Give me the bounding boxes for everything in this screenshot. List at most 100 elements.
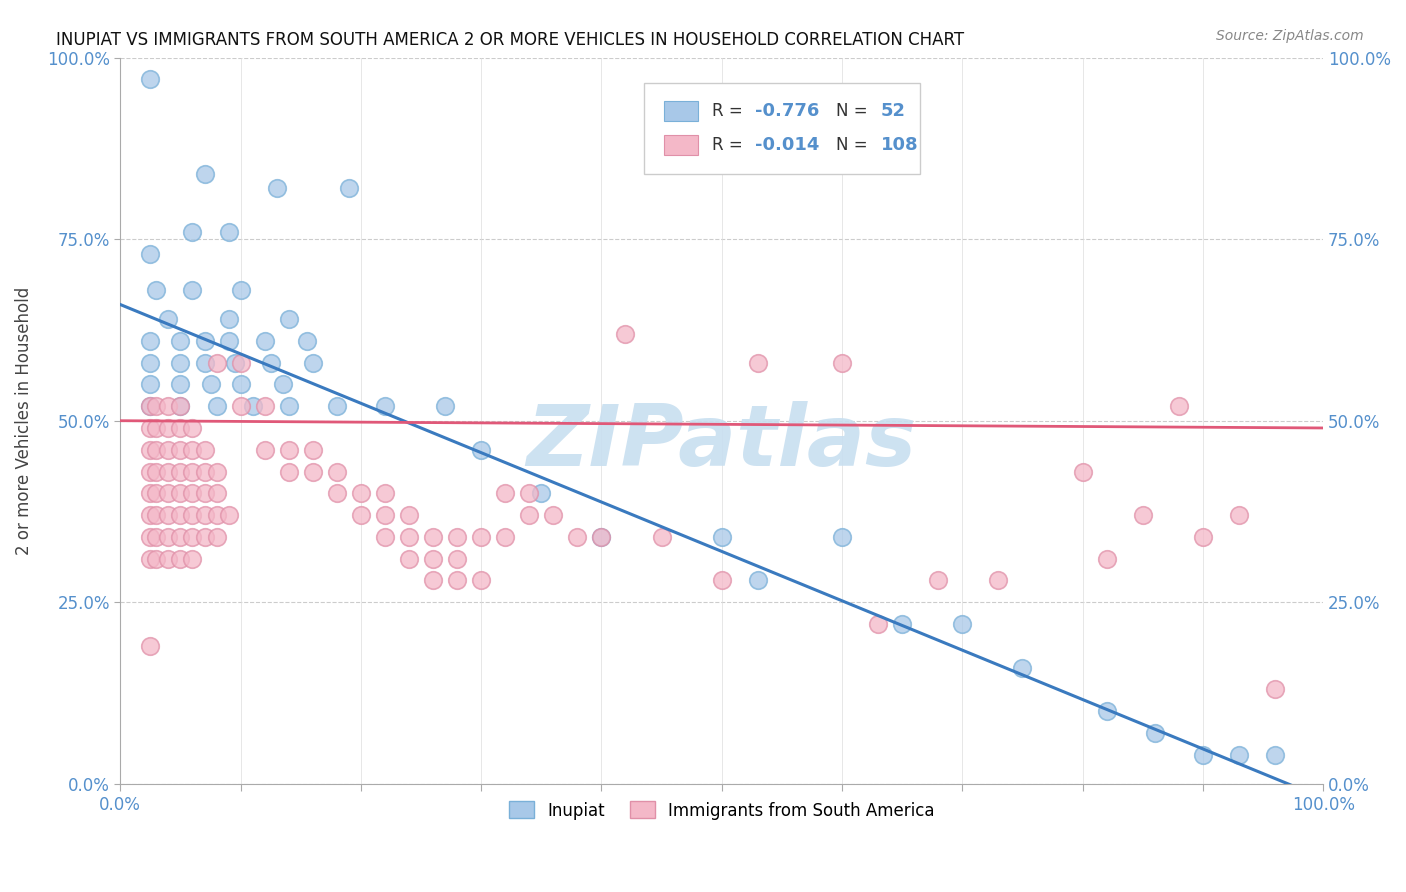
Point xyxy=(374,508,396,522)
Point xyxy=(193,442,215,457)
Point xyxy=(1143,726,1166,740)
Point xyxy=(1264,682,1286,697)
Point xyxy=(747,356,769,370)
Text: 52: 52 xyxy=(880,102,905,120)
Point xyxy=(218,312,240,326)
Point xyxy=(260,356,283,370)
Point xyxy=(747,574,769,588)
Point xyxy=(169,551,191,566)
Point xyxy=(157,486,180,500)
Point xyxy=(987,574,1010,588)
Point xyxy=(614,326,637,341)
Point xyxy=(868,617,890,632)
FancyBboxPatch shape xyxy=(644,83,920,174)
Point xyxy=(398,530,420,544)
Point xyxy=(301,465,323,479)
Point xyxy=(1095,551,1118,566)
Point xyxy=(398,551,420,566)
Point xyxy=(494,530,516,544)
Point xyxy=(517,508,540,522)
Point xyxy=(301,356,323,370)
Point xyxy=(295,334,318,348)
Point xyxy=(157,399,180,413)
Point xyxy=(1167,399,1189,413)
Point xyxy=(422,574,444,588)
Point xyxy=(374,399,396,413)
Point xyxy=(567,530,589,544)
Point xyxy=(145,465,167,479)
Point xyxy=(350,508,373,522)
Point xyxy=(517,486,540,500)
Point xyxy=(157,508,180,522)
Point xyxy=(169,356,191,370)
Point xyxy=(169,377,191,392)
Point xyxy=(139,377,162,392)
Point xyxy=(591,530,613,544)
Point xyxy=(494,486,516,500)
Point xyxy=(470,574,492,588)
Y-axis label: 2 or more Vehicles in Household: 2 or more Vehicles in Household xyxy=(15,286,32,555)
Point xyxy=(1011,660,1033,674)
Text: INUPIAT VS IMMIGRANTS FROM SOUTH AMERICA 2 OR MORE VEHICLES IN HOUSEHOLD CORRELA: INUPIAT VS IMMIGRANTS FROM SOUTH AMERICA… xyxy=(56,31,965,49)
Point xyxy=(139,399,162,413)
Point xyxy=(831,530,853,544)
Point xyxy=(205,486,228,500)
Point xyxy=(139,334,162,348)
Point xyxy=(242,399,264,413)
Point xyxy=(1227,508,1250,522)
Point xyxy=(422,530,444,544)
Point xyxy=(181,421,204,435)
Point xyxy=(1095,704,1118,718)
Point xyxy=(139,639,162,653)
Point xyxy=(1192,747,1215,762)
Point xyxy=(169,399,191,413)
Point xyxy=(530,486,553,500)
Point xyxy=(193,465,215,479)
Point xyxy=(169,421,191,435)
Point xyxy=(169,334,191,348)
Point xyxy=(205,508,228,522)
Point xyxy=(139,551,162,566)
Point xyxy=(193,530,215,544)
Point xyxy=(229,356,252,370)
Point xyxy=(145,486,167,500)
Point xyxy=(193,356,215,370)
Point xyxy=(710,530,733,544)
Point xyxy=(253,334,276,348)
Point xyxy=(831,356,853,370)
Point xyxy=(145,508,167,522)
Text: ZIPatlas: ZIPatlas xyxy=(527,401,917,484)
Point xyxy=(950,617,973,632)
Point xyxy=(145,530,167,544)
Point xyxy=(193,167,215,181)
Point xyxy=(218,225,240,239)
Point xyxy=(169,508,191,522)
Point xyxy=(169,530,191,544)
Point xyxy=(591,530,613,544)
Point xyxy=(181,283,204,297)
Point xyxy=(218,334,240,348)
Point xyxy=(277,442,299,457)
Point xyxy=(253,442,276,457)
Point xyxy=(145,551,167,566)
Point xyxy=(326,486,349,500)
Text: R =: R = xyxy=(711,102,748,120)
Point xyxy=(145,421,167,435)
Point xyxy=(337,181,360,195)
Point xyxy=(200,377,222,392)
Point xyxy=(139,530,162,544)
Point xyxy=(277,465,299,479)
Point xyxy=(277,312,299,326)
Point xyxy=(145,283,167,297)
Point xyxy=(181,508,204,522)
Point xyxy=(350,486,373,500)
Point xyxy=(891,617,914,632)
Point xyxy=(398,508,420,522)
Point xyxy=(181,225,204,239)
Point xyxy=(169,399,191,413)
Text: -0.014: -0.014 xyxy=(755,136,820,153)
Point xyxy=(1264,747,1286,762)
Point xyxy=(157,312,180,326)
Point xyxy=(301,442,323,457)
Text: N =: N = xyxy=(837,136,873,153)
